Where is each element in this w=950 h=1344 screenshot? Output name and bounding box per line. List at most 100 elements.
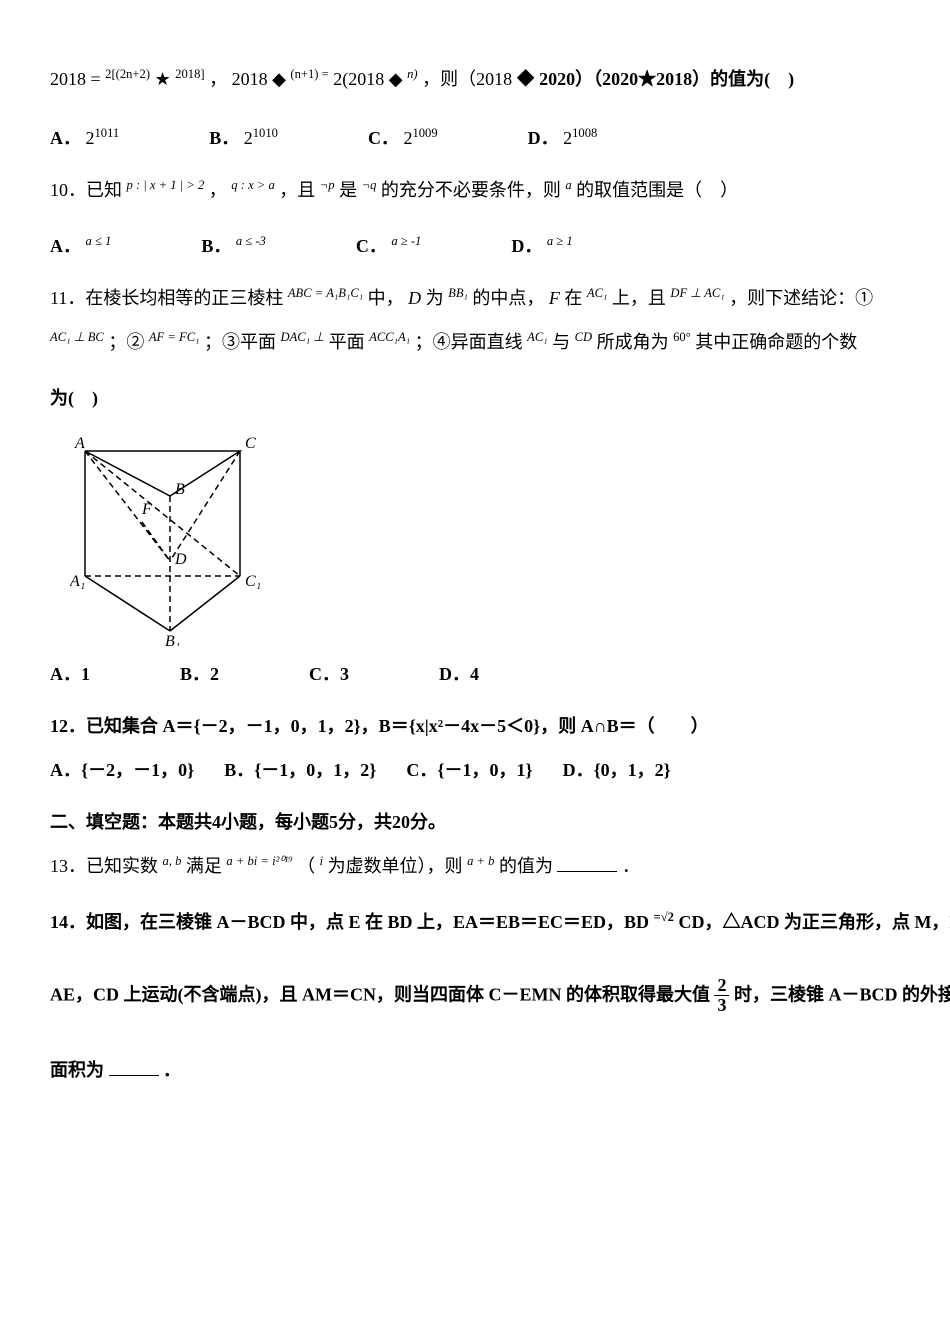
optC-v: a ≥ -1 <box>391 234 421 248</box>
optA-label: A． <box>50 128 81 148</box>
q11-l2h: ；④异面直线 <box>415 332 523 352</box>
q11-f: 上，且 <box>612 288 666 308</box>
q13-i: i <box>320 854 324 868</box>
q9-f1b: 2[(2n+2) <box>105 67 150 81</box>
optD-label: D． <box>528 128 559 148</box>
q12-stem: 12．已知集合 A＝{－2，－1，0，1，2}，B＝{x|x²－4x－5＜0}，… <box>50 708 900 744</box>
q10-optC[interactable]: C． a ≥ -1 <box>356 228 422 264</box>
q12-optA[interactable]: A．{－2，－1，0} <box>50 752 194 788</box>
q9-optA[interactable]: A． 21011 <box>50 120 119 156</box>
q11-l2k: CD <box>575 330 593 344</box>
q10-options: A． a ≤ 1 B． a ≤ -3 C． a ≥ -1 D． a ≥ 1 <box>50 228 900 264</box>
frac-num: 2 <box>714 976 729 997</box>
q9-optD[interactable]: D． 21008 <box>528 120 598 156</box>
fraction-2-3: 2 3 <box>714 976 729 1017</box>
optB-label: B． <box>209 128 239 148</box>
q9-tail2: 2020）（2020★2018）的值为( ) <box>539 69 794 89</box>
q11-l2l: 所成角为 <box>597 332 669 352</box>
q10-c: ，且 <box>279 180 315 200</box>
q11-D: D <box>408 288 421 308</box>
q9-f1a: 2018 = <box>50 69 101 89</box>
q11-l2e: DAC₁ ⊥ <box>281 330 325 344</box>
q9-optC[interactable]: C． 21009 <box>368 120 438 156</box>
q11-l2d: ；③平面 <box>204 332 276 352</box>
q11-l3: 为( ) <box>50 388 98 408</box>
q11-l2n: 其中正确命题的个数 <box>695 332 857 352</box>
q9-f2c: 2(2018 <box>333 69 384 89</box>
section2-heading: 二、填空题：本题共4小题，每小题5分，共20分。 <box>50 804 900 840</box>
q12-optD[interactable]: D．{0，1，2} <box>563 752 671 788</box>
q13-e: 的值为 <box>499 856 553 876</box>
optD-val: 2 <box>563 128 572 148</box>
q9-tail1: ，则（2018 <box>422 69 512 89</box>
q13-b: 满足 <box>186 856 222 876</box>
q11-F: F <box>549 288 560 308</box>
q11-optD[interactable]: D．4 <box>439 656 479 692</box>
q10-optA[interactable]: A． a ≤ 1 <box>50 228 111 264</box>
q11-a: 11．在棱长均相等的正三棱柱 <box>50 288 283 308</box>
optA-v: a ≤ 1 <box>86 234 112 248</box>
q14-eq: = <box>654 910 661 924</box>
q11-l2b: ；② <box>108 332 144 352</box>
optB-exp: 1010 <box>253 126 278 140</box>
q10-b: ， <box>209 180 227 200</box>
q11-b: 中， <box>368 288 404 308</box>
optA-exp: 1011 <box>95 126 120 140</box>
q11-optA[interactable]: A．1 <box>50 656 90 692</box>
star-icon: ★ <box>155 69 171 89</box>
q11-diagram: A C B F D A₁ C₁ B₁ <box>70 426 900 646</box>
q13-ab: a, b <box>163 854 182 868</box>
optD-v: a ≥ 1 <box>547 234 573 248</box>
optA-lbl: A． <box>50 236 81 256</box>
q11-AC1: AC₁ <box>587 286 607 300</box>
q13-f: ． <box>622 856 640 876</box>
q13-d: 为虚数单位），则 <box>328 856 463 876</box>
q11-l2j: 与 <box>552 332 570 352</box>
q13-blank[interactable] <box>557 854 617 872</box>
q11-e1: ABC = A₁B₁C₁ <box>288 286 363 300</box>
q10-optD[interactable]: D． a ≥ 1 <box>511 228 572 264</box>
q12-optC[interactable]: C．{－1，0，1} <box>406 752 532 788</box>
diamond-icon-2: ◆ <box>389 69 403 89</box>
q13-c: （ <box>297 856 315 876</box>
q11-optC[interactable]: C．3 <box>309 656 349 692</box>
optD-exp: 1008 <box>572 126 597 140</box>
q10-stem: 10．已知 p : | x + 1 | > 2 ， q : x > a ，且 ¬… <box>50 172 900 208</box>
q11-c: 为 <box>426 288 444 308</box>
q14-l2: AE，CD 上运动(不含端点)，且 AM＝CN，则当四面体 C－EMN 的体积取… <box>50 976 900 1017</box>
q9-stem: 2018 = 2[(2n+2) ★ 2018] ， 2018 ◆ (n+1) =… <box>50 60 900 100</box>
q11-perp: DF ⊥ AC₁ <box>670 286 724 300</box>
q9-optB[interactable]: B． 21010 <box>209 120 278 156</box>
q13-expr: a + bi = i²⁰¹⁹ <box>226 854 292 868</box>
q14-l1a: 14．如图，在三棱锥 A－BCD 中，点 E 在 BD 上，EA＝EB＝EC＝E… <box>50 912 649 932</box>
q11-l2g: ACC₁A₁ <box>369 330 410 344</box>
diamond-icon-3: ◆ <box>517 69 535 89</box>
frac-den: 3 <box>714 996 729 1016</box>
q13-stem: 13．已知实数 a, b 满足 a + bi = i²⁰¹⁹ （ i 为虚数单位… <box>50 848 900 884</box>
optD-lbl: D． <box>511 236 542 256</box>
svg-text:C: C <box>245 435 256 452</box>
optB-lbl: B． <box>201 236 231 256</box>
optC-exp: 1009 <box>412 126 437 140</box>
q11-BB1: BB₁ <box>448 286 468 300</box>
q10-optB[interactable]: B． a ≤ -3 <box>201 228 266 264</box>
q11-g: ，则下述结论：① <box>729 288 873 308</box>
q12-optB[interactable]: B．{－1，0，1，2} <box>224 752 376 788</box>
diamond-icon: ◆ <box>272 69 286 89</box>
q14-l1b: CD，△ACD 为正三角形，点 M，N 分别在 <box>678 912 950 932</box>
q14-l3b: ． <box>163 1060 181 1080</box>
q14-l2a: AE，CD 上运动(不含端点)，且 AM＝CN，则当四面体 C－EMN 的体积取… <box>50 984 710 1004</box>
q11-optB[interactable]: B．2 <box>180 656 219 692</box>
q11-e: 在 <box>564 288 582 308</box>
q11-options: A．1 B．2 C．3 D．4 <box>50 656 900 692</box>
q11-stem-l3: 为( ) <box>50 380 900 416</box>
q9-f2a: 2018 <box>232 69 268 89</box>
optA-val: 2 <box>86 128 95 148</box>
q11-l2f: 平面 <box>329 332 365 352</box>
q14-l1: 14．如图，在三棱锥 A－BCD 中，点 E 在 BD 上，EA＝EB＝EC＝E… <box>50 904 900 940</box>
optB-val: 2 <box>244 128 253 148</box>
q11-stem-l1: 11．在棱长均相等的正三棱柱 ABC = A₁B₁C₁ 中， D 为 BB₁ 的… <box>50 280 900 316</box>
q11-l2a: AC₁ ⊥ BC <box>50 330 104 344</box>
q14-blank[interactable] <box>109 1058 159 1076</box>
q9-f2d: n) <box>407 67 418 81</box>
